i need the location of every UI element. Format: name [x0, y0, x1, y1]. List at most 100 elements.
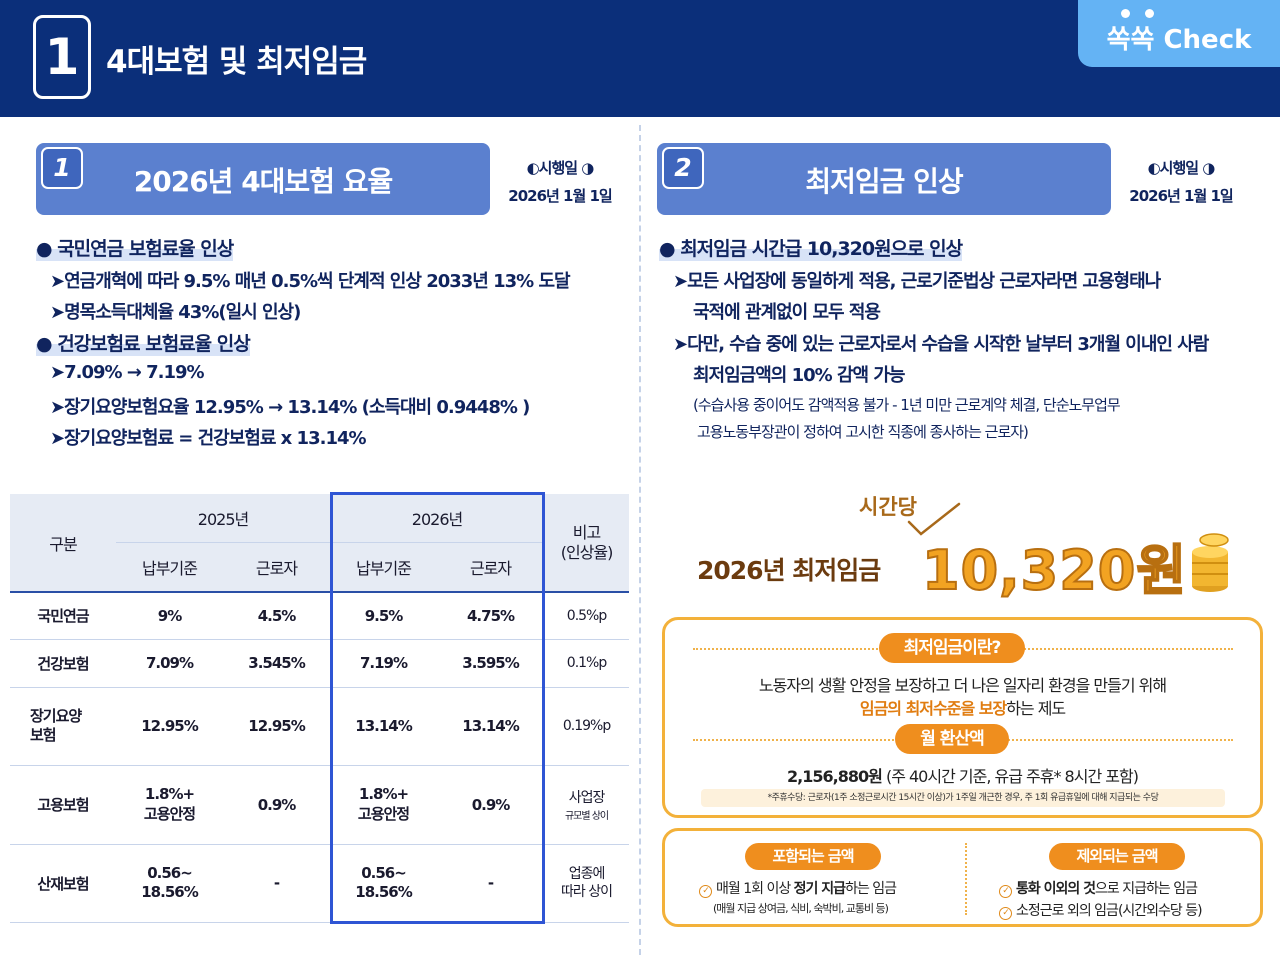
- monthly-amount: 2,156,880원: [787, 767, 883, 786]
- excluded-pill: 제외되는 금액: [1049, 843, 1185, 870]
- dotted-vertical-divider: [965, 843, 967, 915]
- bullet-health-detail-2: ➤장기요양보험요율 12.95% → 13.14% (소득대비 0.9448% …: [50, 397, 530, 418]
- wage-section-title: 최저임금 인상: [805, 165, 963, 198]
- insurance-bullets: ● 국민연금 보험료율 인상 ➤연금개혁에 따라 9.5% 매년 0.5%씩 단…: [36, 234, 636, 454]
- cell-2025-worker: 4.5%: [223, 591, 331, 640]
- section-num-badge: 1: [41, 147, 83, 189]
- cell-note: 0.5%p: [544, 591, 630, 640]
- monthly-amount-line: 2,156,880원 (주 40시간 기준, 유급 주휴* 8시간 포함): [665, 763, 1260, 787]
- included-excluded-box: 포함되는 금액 ✓ 매월 1회 이상 정기 지급하는 임금 (매월 지급 상여금,…: [662, 828, 1263, 927]
- definition-pill: 최저임금이란?: [879, 633, 1025, 663]
- bullet-min-wage: ● 최저임금 시간급 10,320원으로 인상: [659, 234, 963, 261]
- insurance-effective-date: ◐시행일 ◑ 2026년 1월 1일: [499, 157, 621, 206]
- bullet-min-wage-detail-1: ➤모든 사업장에 동일하게 적용, 근로기준법상 근로자라면 고용형태나: [673, 271, 1161, 292]
- bullet-health: ● 건강보험료 보험료율 인상: [36, 329, 251, 356]
- table-row: 산재보험 0.56~ 18.56% - 0.56~ 18.56% - 업종에 따…: [10, 844, 630, 923]
- cell-2026-worker: 3.595%: [437, 639, 545, 688]
- included-item: ✓ 매월 1회 이상 정기 지급하는 임금: [699, 878, 897, 898]
- weekly-allowance-footnote: *주휴수당: 근로자(1주 소정근로시간 15시간 이상)가 1주일 개근한 경…: [701, 789, 1225, 807]
- min-wage-definition-box: 최저임금이란? 노동자의 생활 안정을 보장하고 더 나은 일자리 환경을 만들…: [662, 617, 1263, 818]
- cell-2025-payment: 9%: [116, 591, 223, 640]
- sub-header-payment-2026: 납부기준: [330, 542, 438, 593]
- cell-2025-payment: 7.09%: [116, 639, 223, 688]
- row-label: 고용보험: [10, 765, 116, 845]
- table-row: 건강보험 7.09% 3.545% 7.19% 3.595% 0.1%p: [10, 639, 630, 688]
- bullet-pension-detail-1: ➤연금개혁에 따라 9.5% 매년 0.5%씩 단계적 인상 2033년 13%…: [50, 271, 571, 292]
- bullet-health-detail-1: ➤7.09% → 7.19%: [50, 362, 205, 383]
- badge-eyes-icon: [1121, 9, 1161, 19]
- header-2025: 2025년: [116, 494, 331, 543]
- excluded-item-1: ✓ 통화 이외의 것으로 지급하는 임금: [999, 878, 1198, 898]
- cell-2026-payment: 0.56~ 18.56%: [330, 844, 438, 923]
- cell-2026-payment: 9.5%: [330, 591, 438, 640]
- bullet-min-wage-detail-2b: 최저임금액의 10% 감액 가능: [693, 365, 905, 386]
- cell-note: 사업장 규모별 상이: [544, 765, 630, 845]
- cell-2025-worker: 0.9%: [223, 765, 331, 845]
- cell-2026-worker: -: [437, 844, 545, 923]
- wage-label: 2026년 최저임금: [697, 556, 881, 585]
- check-circle-icon: ✓: [699, 885, 712, 898]
- effective-date: 2026년 1월 1일: [1129, 187, 1233, 205]
- monthly-pill: 월 환산액: [895, 724, 1009, 754]
- cell-2025-payment: 0.56~ 18.56%: [116, 844, 223, 923]
- effective-date: 2026년 1월 1일: [508, 187, 612, 205]
- row-label: 국민연금: [10, 591, 116, 640]
- cell-note: 0.1%p: [544, 639, 630, 688]
- header-bar: [0, 0, 1280, 117]
- cell-2026-worker: 0.9%: [437, 765, 545, 845]
- definition-line-1: 노동자의 생활 안정을 보장하고 더 나은 일자리 환경을 만들기 위해: [758, 676, 1167, 695]
- effective-label: ◐시행일 ◑: [526, 159, 595, 177]
- column-divider: [639, 125, 641, 955]
- note-small: 규모별 상이: [564, 811, 609, 822]
- cell-2025-payment: 1.8%+ 고용안정: [116, 765, 223, 845]
- cell-2025-worker: -: [223, 844, 331, 923]
- check-circle-icon: ✓: [999, 907, 1012, 920]
- row-label: 장기요양 보험: [10, 687, 116, 766]
- cell-2026-payment: 1.8%+ 고용안정: [330, 765, 438, 845]
- hourly-tag: 시간당: [859, 495, 917, 519]
- bullet-min-wage-detail-1b: 국적에 관계없이 모두 적용: [693, 302, 881, 323]
- bullet-pension: ● 국민연금 보험료율 인상: [36, 234, 234, 261]
- table-row: 장기요양 보험 12.95% 12.95% 13.14% 13.14% 0.19…: [10, 687, 630, 766]
- wage-section-header: 2 최저임금 인상: [657, 143, 1111, 215]
- cell-2025-worker: 12.95%: [223, 687, 331, 766]
- cell-note: 0.19%p: [544, 687, 630, 766]
- insurance-rate-table: 구분 2025년 2026년 비고 (인상율) 납부기준 근로자 납부기준 근로…: [10, 494, 630, 923]
- wage-bullets: ● 최저임금 시간급 10,320원으로 인상 ➤모든 사업장에 동일하게 적용…: [659, 234, 1269, 449]
- sub-header-worker-2025: 근로자: [223, 542, 331, 593]
- definition-emphasis: 임금의 최저수준을 보장: [859, 699, 1007, 718]
- row-label: 산재보험: [10, 844, 116, 923]
- definition-rest: 하는 제도: [1006, 699, 1066, 718]
- sub-header-payment-2025: 납부기준: [116, 542, 223, 593]
- insurance-section-header: 1 2026년 4대보험 요율: [36, 143, 490, 215]
- insurance-section-title: 2026년 4대보험 요율: [133, 165, 393, 198]
- included-pill: 포함되는 금액: [745, 843, 881, 870]
- coin-stack-icon: [1192, 533, 1229, 592]
- cell-note: 업종에 따라 상이: [544, 844, 630, 923]
- cell-2026-payment: 13.14%: [330, 687, 438, 766]
- effective-label: ◐시행일 ◑: [1147, 159, 1216, 177]
- sub-header-worker-2026: 근로자: [437, 542, 545, 593]
- bullet-min-wage-note-2: 고용노동부장관이 정하여 고시한 직종에 종사하는 근로자): [697, 423, 1029, 441]
- wage-amount: 10,320원: [921, 538, 1188, 603]
- checkmark-swoosh-icon: [907, 502, 961, 536]
- check-circle-icon: ✓: [999, 885, 1012, 898]
- section-number-box: 1: [33, 15, 91, 99]
- bullet-min-wage-note-1: (수습사용 중이어도 감액적용 불가 - 1년 미만 근로계약 체결, 단순노무…: [693, 396, 1121, 414]
- page-title: 4대보험 및 최저임금: [106, 44, 367, 80]
- table-row: 고용보험 1.8%+ 고용안정 0.9% 1.8%+ 고용안정 0.9% 사업장…: [10, 765, 630, 845]
- table-row: 국민연금 9% 4.5% 9.5% 4.75% 0.5%p: [10, 591, 630, 640]
- definition-line-2: 임금의 최저수준을 보장하는 제도: [665, 695, 1260, 719]
- cell-2025-payment: 12.95%: [116, 687, 223, 766]
- included-detail: (매월 지급 상여금, 식비, 숙박비, 교통비 등): [713, 902, 889, 915]
- header-note: 비고 (인상율): [544, 494, 630, 593]
- monthly-detail: (주 40시간 기준, 유급 주휴* 8시간 포함): [881, 767, 1139, 786]
- check-badge: 쏙쏙 Check: [1078, 0, 1280, 67]
- header-category: 구분: [10, 494, 116, 593]
- excluded-item-2: ✓ 소정근로 외의 임금(시간외수당 등): [999, 900, 1203, 920]
- section-num-badge: 2: [662, 147, 704, 189]
- cell-2026-worker: 4.75%: [437, 591, 545, 640]
- bullet-pension-detail-2: ➤명목소득대체율 43%(일시 인상): [50, 302, 301, 323]
- note-main: 사업장: [568, 790, 606, 806]
- header-2026: 2026년: [330, 494, 545, 543]
